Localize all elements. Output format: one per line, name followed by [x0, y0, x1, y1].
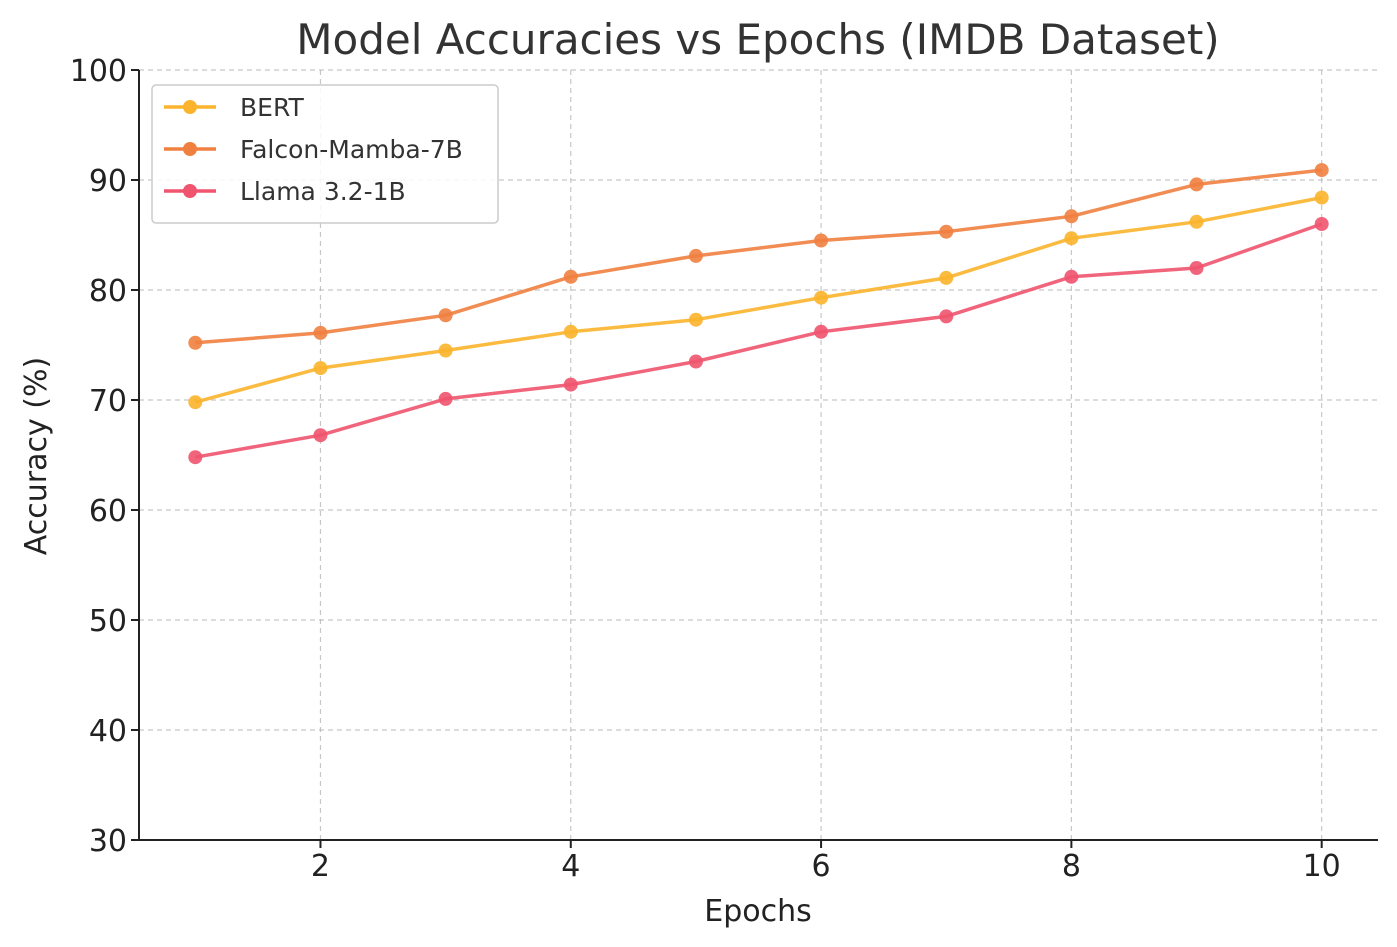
legend-marker — [183, 100, 197, 114]
y-tick-label: 80 — [89, 274, 127, 309]
series-2 — [188, 217, 1329, 465]
legend-label: Falcon-Mamba-7B — [240, 135, 463, 164]
series-layer — [188, 163, 1329, 465]
legend-entry: Llama 3.2-1B — [164, 177, 406, 206]
axes-spines — [138, 70, 1378, 841]
legend-label: BERT — [240, 93, 304, 122]
series-line — [195, 168, 1322, 345]
data-point — [313, 361, 328, 376]
chart-title: Model Accuracies vs Epochs (IMDB Dataset… — [296, 15, 1219, 64]
data-point — [688, 248, 703, 263]
data-point — [814, 290, 829, 305]
legend-entry: Falcon-Mamba-7B — [164, 135, 463, 164]
data-point — [188, 335, 203, 350]
y-tick-label: 50 — [89, 604, 127, 639]
data-point — [939, 270, 954, 285]
x-tick-label: 2 — [311, 849, 330, 884]
data-point — [1064, 209, 1079, 224]
legend-label: Llama 3.2-1B — [240, 177, 406, 206]
y-tick-label: 60 — [89, 494, 127, 529]
x-tick-label: 4 — [561, 849, 580, 884]
legend-marker — [183, 184, 197, 198]
x-tick-label: 10 — [1303, 849, 1341, 884]
data-point — [563, 269, 578, 284]
data-point — [313, 428, 328, 443]
data-point — [563, 377, 578, 392]
series-1 — [188, 163, 1329, 350]
series-line — [194, 222, 1323, 459]
y-axis-label: Accuracy (%) — [19, 357, 54, 555]
x-axis-ticks: 2 4 6 8 10 — [311, 840, 1341, 884]
data-point — [1189, 177, 1204, 192]
y-tick-label: 40 — [89, 714, 127, 749]
x-axis-label: Epochs — [704, 894, 812, 929]
x-tick-label: 6 — [812, 849, 831, 884]
y-tick-label: 70 — [89, 384, 127, 419]
data-point — [1189, 214, 1204, 229]
data-point — [939, 224, 954, 239]
data-point — [688, 312, 703, 327]
data-point — [438, 308, 453, 323]
data-point — [438, 343, 453, 358]
data-point — [438, 391, 453, 406]
series-line — [194, 195, 1323, 404]
data-point — [939, 309, 954, 324]
y-tick-label: 30 — [89, 824, 127, 859]
data-point — [1064, 231, 1079, 246]
data-point — [1064, 269, 1079, 284]
series-0 — [188, 190, 1329, 410]
data-point — [1314, 163, 1329, 178]
legend-entry: BERT — [164, 93, 304, 122]
legend-box — [151, 84, 499, 224]
y-tick-label: 90 — [89, 164, 127, 199]
y-tick-label: 100 — [70, 54, 127, 89]
data-point — [563, 324, 578, 339]
data-point — [313, 325, 328, 340]
data-point — [1314, 190, 1329, 205]
legend-marker — [183, 142, 197, 156]
data-point — [1314, 217, 1329, 231]
legend: BERT Falcon-Mamba-7B Llama 3.2-1B — [151, 84, 499, 224]
x-tick-label: 8 — [1062, 849, 1081, 884]
data-point — [188, 450, 203, 465]
data-point — [688, 354, 703, 369]
data-point — [814, 324, 829, 339]
y-axis-ticks: 30 40 50 60 70 80 90 100 — [70, 54, 139, 859]
data-point — [1189, 261, 1204, 275]
data-point — [188, 395, 203, 410]
data-point — [814, 233, 829, 248]
